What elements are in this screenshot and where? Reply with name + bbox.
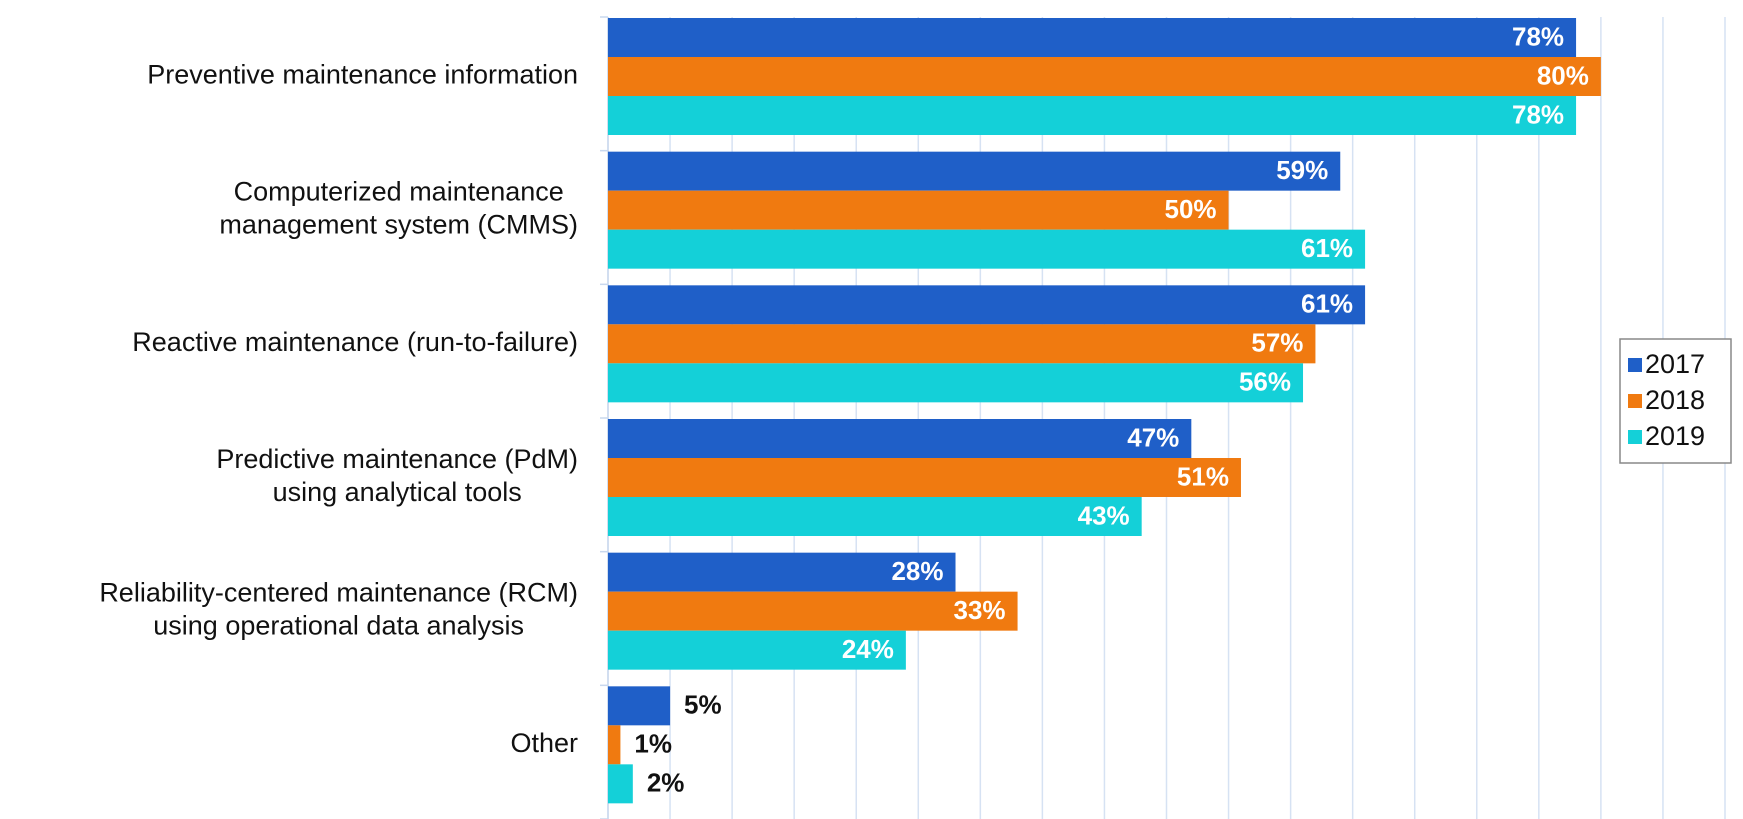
bar (608, 630, 906, 670)
data-label: 28% (891, 556, 943, 586)
data-label: 80% (1537, 60, 1589, 90)
bar (608, 96, 1577, 135)
bar (608, 552, 956, 592)
data-label: 56% (1239, 367, 1291, 397)
bar (608, 591, 1018, 631)
data-label: 61% (1301, 289, 1353, 319)
data-label: 1% (634, 729, 672, 759)
legend-swatch (1628, 430, 1642, 444)
legend-label: 2018 (1645, 385, 1705, 415)
data-label: 57% (1251, 328, 1303, 358)
legend-label: 2019 (1645, 421, 1705, 451)
bar (608, 497, 1142, 536)
data-label: 43% (1078, 500, 1130, 530)
bar (608, 190, 1229, 230)
legend-swatch (1628, 394, 1642, 408)
bar (608, 458, 1241, 497)
data-label: 2% (647, 768, 685, 798)
bar (608, 324, 1316, 364)
bar (608, 18, 1577, 57)
legend-label: 2017 (1645, 349, 1705, 379)
data-label: 24% (842, 634, 894, 664)
bar (608, 229, 1366, 269)
category-label: Preventive maintenance information (147, 60, 578, 90)
data-label: 51% (1177, 461, 1229, 491)
data-label: 59% (1276, 155, 1328, 185)
category-label: Other (510, 728, 578, 758)
data-label: 33% (954, 595, 1006, 625)
bar (608, 764, 633, 804)
bar (608, 57, 1601, 96)
data-label: 78% (1512, 99, 1564, 129)
bar (608, 686, 671, 726)
bar (608, 725, 621, 765)
category-label: Reactive maintenance (run-to-failure) (132, 327, 578, 357)
data-label: 78% (1512, 21, 1564, 51)
bar (608, 151, 1341, 191)
category-label: Computerized maintenance management syste… (219, 177, 578, 240)
bar (608, 285, 1366, 325)
data-label: 47% (1127, 422, 1179, 452)
category-label: Predictive maintenance (PdM) using analyt… (216, 444, 578, 507)
bar (608, 363, 1304, 403)
category-label: Reliability-centered maintenance (RCM) us… (99, 578, 578, 641)
data-label: 61% (1301, 233, 1353, 263)
legend-swatch (1628, 358, 1642, 372)
bar (608, 419, 1192, 458)
data-label: 50% (1165, 194, 1217, 224)
data-label: 5% (684, 690, 722, 720)
